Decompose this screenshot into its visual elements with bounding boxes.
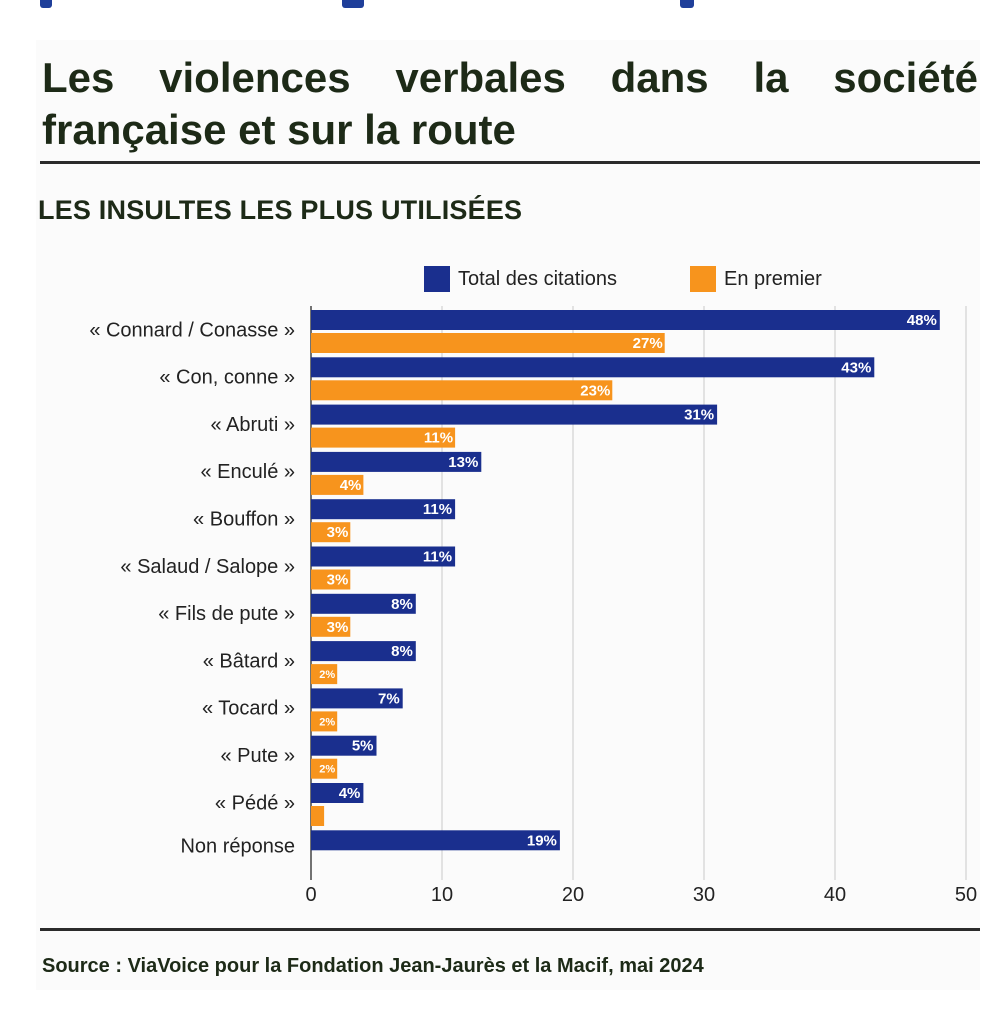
data-label-total: 31%: [684, 407, 714, 424]
category-label: « Pédé »: [215, 792, 295, 814]
category-label: « Bouffon »: [193, 508, 295, 530]
data-label-total: 11%: [423, 548, 452, 565]
source-divider: [40, 928, 980, 931]
category-label: Non réponse: [180, 836, 295, 858]
bar-total: [311, 499, 456, 520]
data-label-premier: 3%: [327, 524, 349, 541]
bar-total: [311, 688, 403, 709]
bar-total: [311, 310, 940, 330]
category-label: « Pute »: [220, 745, 295, 767]
category-label: « Con, conne »: [159, 367, 295, 389]
x-tick-label-40: 40: [824, 884, 846, 906]
data-label-premier: 11%: [424, 430, 453, 447]
data-label-total: 13%: [448, 454, 478, 471]
data-label-total: 8%: [391, 596, 413, 613]
bar-total: [311, 641, 416, 662]
category-label: « Tocard »: [202, 698, 295, 720]
x-tick-label-10: 10: [431, 884, 453, 906]
category-label: « Enculé »: [200, 461, 295, 483]
top-strip: [40, 0, 700, 8]
legend-swatch-premier: [690, 266, 716, 292]
bar-premier: [311, 380, 613, 401]
legend-item-total: Total des citations: [424, 266, 617, 292]
legend-item-premier: En premier: [690, 266, 822, 292]
bar-premier: [311, 616, 351, 637]
data-label-total: 7%: [378, 690, 400, 707]
x-tick-label-30: 30: [693, 884, 715, 906]
data-label-total: 43%: [841, 359, 871, 376]
bar-total: [311, 735, 377, 756]
bar-total: [311, 404, 718, 425]
data-label-premier: 2%: [319, 716, 335, 728]
bar-premier: [311, 569, 351, 590]
x-tick-label-20: 20: [562, 884, 584, 906]
bar-total: [311, 830, 560, 851]
data-label-premier: 23%: [580, 382, 610, 399]
category-label: « Fils de pute »: [158, 603, 295, 625]
legend-label-total: Total des citations: [458, 267, 617, 290]
category-label: « Salaud / Salope »: [120, 556, 295, 578]
data-label-premier: 27%: [633, 335, 663, 352]
bar-premier: [311, 474, 364, 495]
data-label-total: 4%: [339, 785, 361, 802]
bar-total: [311, 546, 456, 567]
bar-premier: [311, 333, 665, 353]
data-label-premier: 4%: [340, 477, 362, 494]
bar-premier: [311, 522, 351, 543]
x-tick-label-50: 50: [955, 884, 977, 906]
bar-premier: [311, 711, 338, 732]
data-label-total: 5%: [352, 738, 374, 755]
data-label-premier: 3%: [327, 571, 349, 588]
bar-total: [311, 357, 875, 378]
category-label: « Connard / Conasse »: [89, 319, 295, 341]
bar-chart: 0 10 20 30 40 50 « Connard / Conasse » 48% 27% « …: [89, 306, 977, 906]
bar-premier: [311, 427, 456, 448]
bar-total: [311, 783, 364, 803]
data-label-premier: 3%: [327, 619, 349, 636]
data-label-total: 11%: [423, 501, 452, 518]
data-label-total: 48%: [907, 312, 937, 329]
data-label-total: 8%: [391, 643, 413, 660]
legend-label-premier: En premier: [724, 267, 822, 290]
data-label-premier: 2%: [319, 669, 335, 681]
chart-subtitle: LES INSULTES LES PLUS UTILISÉES: [38, 195, 523, 225]
bar-premier: [311, 758, 338, 779]
source-note: Source : ViaVoice pour la Fondation Jean…: [42, 955, 704, 977]
bar-premier: [311, 806, 325, 826]
data-label-total: 19%: [527, 832, 557, 849]
bar-total: [311, 451, 482, 472]
legend-swatch-total: [424, 266, 450, 292]
category-label: « Bâtard »: [203, 650, 295, 672]
bar-premier: [311, 664, 338, 685]
category-label: « Abruti »: [210, 414, 295, 436]
x-tick-label-0: 0: [305, 884, 316, 906]
page-title: Les violences verbales dans la société f…: [42, 54, 978, 153]
bar-total: [311, 593, 416, 614]
title-divider: [40, 161, 980, 164]
data-label-premier: 2%: [319, 764, 335, 776]
